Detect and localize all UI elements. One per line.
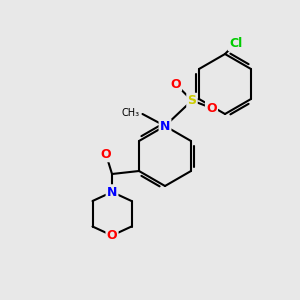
Text: N: N: [107, 185, 117, 199]
Text: O: O: [101, 148, 111, 161]
Text: O: O: [170, 77, 181, 91]
Text: O: O: [107, 229, 117, 242]
Text: S: S: [188, 94, 196, 107]
Text: Cl: Cl: [229, 37, 242, 50]
Text: O: O: [206, 101, 217, 115]
Text: N: N: [160, 119, 170, 133]
Text: CH₃: CH₃: [122, 108, 140, 118]
